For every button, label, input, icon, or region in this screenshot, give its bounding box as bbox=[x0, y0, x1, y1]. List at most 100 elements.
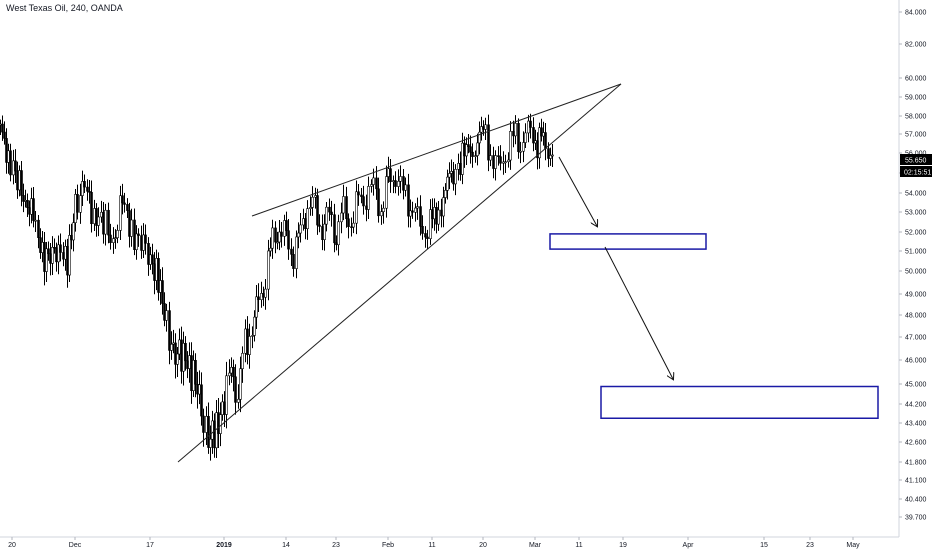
y-tick-label: 46.000 bbox=[905, 358, 927, 365]
candle-body bbox=[62, 252, 65, 260]
candle-body bbox=[192, 359, 195, 391]
candle-body bbox=[444, 190, 447, 198]
candle-body bbox=[172, 342, 175, 345]
candle-body bbox=[90, 191, 93, 225]
candle-body bbox=[474, 155, 477, 157]
x-tick-label: 15 bbox=[760, 542, 768, 549]
candle-body bbox=[274, 227, 277, 243]
y-tick-label: 52.000 bbox=[905, 230, 927, 237]
candle-body bbox=[269, 247, 272, 252]
candle-body bbox=[421, 225, 424, 234]
candle-body bbox=[213, 420, 216, 449]
candle-body bbox=[100, 211, 103, 218]
y-tick-label: 58.000 bbox=[905, 114, 927, 121]
candle-body bbox=[140, 235, 143, 251]
candle-body bbox=[186, 360, 189, 369]
candle-body bbox=[448, 173, 451, 178]
candle-body bbox=[465, 144, 468, 157]
candle-body bbox=[360, 194, 363, 197]
candle-body bbox=[345, 196, 348, 220]
candle-body bbox=[328, 206, 331, 213]
candle-body bbox=[532, 127, 535, 144]
candle-body bbox=[357, 191, 360, 196]
y-tick-label: 41.100 bbox=[905, 478, 927, 485]
arrow-2[interactable] bbox=[604, 246, 673, 379]
candle-body bbox=[86, 186, 89, 192]
countdown-badge bbox=[900, 166, 932, 177]
candle-body bbox=[161, 280, 164, 304]
candle-body bbox=[377, 188, 380, 217]
candle-body bbox=[7, 150, 10, 163]
candle-body bbox=[547, 148, 550, 159]
candle-body bbox=[416, 206, 419, 209]
candle-body bbox=[271, 227, 274, 249]
candle-body bbox=[429, 209, 432, 239]
candle-body bbox=[292, 254, 295, 269]
y-tick-label: 39.700 bbox=[905, 515, 927, 522]
y-tick-label: 43.400 bbox=[905, 421, 927, 428]
candle-body bbox=[549, 155, 552, 159]
candle-body bbox=[12, 160, 15, 176]
candle-body bbox=[151, 254, 154, 265]
candle-body bbox=[3, 131, 6, 139]
candle-body bbox=[22, 195, 25, 202]
target-zone-2[interactable] bbox=[600, 385, 879, 419]
x-tick-label: 23 bbox=[332, 542, 340, 549]
y-tick-label: 40.400 bbox=[905, 497, 927, 504]
candle-body bbox=[340, 212, 343, 223]
candle-body bbox=[509, 131, 512, 161]
candle-body bbox=[14, 160, 17, 172]
candle-body bbox=[517, 123, 520, 152]
candle-body bbox=[299, 224, 302, 234]
candle-body bbox=[469, 146, 472, 153]
candle-body bbox=[104, 209, 107, 235]
candle-body bbox=[157, 258, 160, 293]
candle-body bbox=[135, 233, 138, 250]
candle-body bbox=[297, 232, 300, 238]
candle-body bbox=[147, 243, 150, 265]
candle-body bbox=[88, 191, 91, 193]
candle-body bbox=[318, 224, 321, 227]
candle-body bbox=[237, 398, 240, 403]
lower-trendline[interactable] bbox=[177, 83, 622, 463]
candle-body bbox=[309, 207, 312, 209]
candle-body bbox=[163, 303, 166, 321]
upper-trendline[interactable] bbox=[251, 83, 622, 217]
candle-body bbox=[234, 376, 237, 403]
candle-body bbox=[64, 246, 67, 260]
candle-body bbox=[419, 206, 422, 227]
candle-body bbox=[352, 222, 355, 228]
y-tick-label: 82.000 bbox=[905, 42, 927, 49]
candle-body bbox=[407, 184, 410, 217]
candle-body bbox=[333, 214, 336, 244]
candle-body bbox=[248, 336, 251, 355]
target-zone-1[interactable] bbox=[549, 233, 707, 250]
candle-body bbox=[316, 195, 319, 226]
candle-body bbox=[34, 219, 37, 222]
candle-body bbox=[149, 254, 152, 265]
candle-body bbox=[280, 231, 283, 237]
candle-body bbox=[551, 154, 554, 157]
candle-body bbox=[290, 248, 293, 255]
candle-body bbox=[130, 219, 133, 237]
candle-body bbox=[188, 355, 191, 369]
candle-body bbox=[467, 144, 470, 148]
candle-body bbox=[251, 335, 254, 337]
candle-body bbox=[121, 195, 124, 204]
candle-body bbox=[287, 230, 290, 250]
candle-body bbox=[232, 366, 235, 378]
arrow-1[interactable] bbox=[558, 156, 597, 226]
candle-body bbox=[382, 207, 385, 212]
candle-body bbox=[424, 233, 427, 238]
x-tick-label: 2019 bbox=[216, 542, 232, 549]
candle-body bbox=[26, 200, 29, 208]
candle-body bbox=[544, 132, 547, 149]
candles bbox=[0, 113, 554, 461]
candle-body bbox=[267, 250, 270, 290]
x-tick-label: 11 bbox=[575, 542, 582, 549]
candle-body bbox=[411, 210, 414, 213]
candle-body bbox=[168, 310, 171, 351]
y-tick-label: 50.000 bbox=[905, 269, 927, 276]
candle-body bbox=[194, 359, 197, 385]
